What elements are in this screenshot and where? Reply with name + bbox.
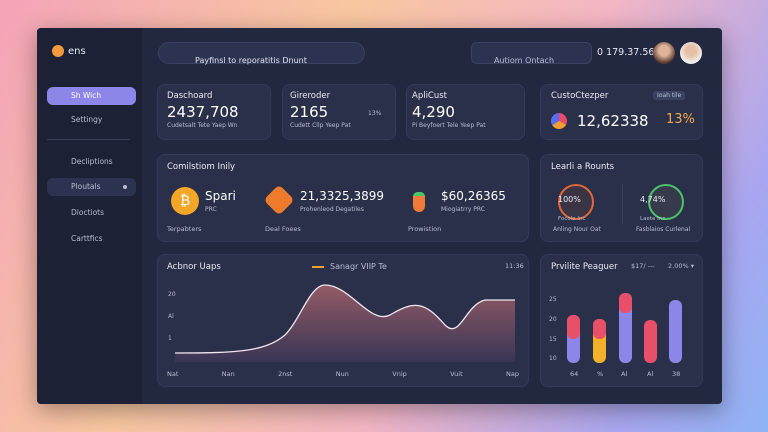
area [175, 285, 515, 362]
ring [558, 184, 594, 220]
y-tick: 25 [549, 296, 557, 303]
card-sub: Cudetsalt Tete Yaep Wn [167, 122, 238, 129]
carrot-icon [413, 192, 425, 212]
card-title: CustoCtezper [551, 91, 609, 101]
filter[interactable]: 2.00% ▾ [668, 262, 694, 270]
bar [644, 320, 657, 363]
learn-caption: Anling Nour Oat [553, 226, 601, 233]
item-name: Spari [205, 189, 236, 203]
panel-title: Comilstiom Inily [167, 162, 236, 172]
action-box[interactable]: Autiom Ontach [471, 42, 592, 65]
avatar[interactable] [680, 42, 702, 64]
panel-title: Acbnor Uaps [167, 262, 221, 272]
card [157, 84, 271, 140]
card-badge: Ioah tile [653, 91, 686, 100]
logo: ens [68, 46, 86, 57]
bar [593, 319, 606, 339]
x-axis: Nat Nan 2nst Nun Vnip Vuit Nap [167, 370, 519, 378]
avatar[interactable] [653, 42, 675, 64]
legend-swatch [312, 266, 324, 268]
dot [123, 185, 127, 189]
y-tick: 20 [549, 316, 557, 323]
nav-item[interactable]: Settingy [71, 115, 103, 124]
card-badge: 13% [368, 110, 382, 117]
nav-item[interactable]: Decliptions [71, 157, 113, 166]
time: 11:36 [505, 262, 524, 270]
x-tick: Vnip [392, 370, 407, 378]
ring [648, 184, 684, 220]
item-name: $60,26365 [441, 189, 506, 203]
learn-sub: Laete Inc [640, 216, 666, 222]
learn-caption: Fasblaios Curlenal [636, 226, 691, 233]
item-caption: Prowistion [408, 225, 442, 233]
divider [622, 184, 623, 224]
x-tick: Nap [506, 370, 519, 378]
time: 0 179.37.56 [597, 47, 655, 58]
card-title: Gireroder [290, 91, 331, 101]
commission-panel [157, 154, 529, 242]
y-tick: 20 [168, 291, 176, 298]
y-tick: 10 [549, 355, 557, 362]
card-title: ApliCust [412, 91, 448, 101]
x-tick: Al [647, 370, 654, 378]
search-box[interactable]: Payfinsl to reporatitis Dnunt [158, 42, 365, 65]
panel-title: Prvilite Peaguer [551, 262, 618, 272]
learn-sub: Focole Inc [558, 216, 586, 222]
item-sub: PRC [205, 206, 217, 213]
x-tick: Nan [221, 370, 235, 378]
legend-label: Sanagr VIIP Te [330, 262, 387, 271]
nav-item[interactable]: Carttfics [71, 234, 103, 243]
y-tick: 15 [549, 336, 557, 343]
card-value: 4,290 [412, 103, 455, 121]
x-tick: Nat [167, 370, 179, 378]
item-sub: Miogiatrry PRC [441, 206, 485, 213]
x-tick: Al [621, 370, 628, 378]
area-chart [175, 284, 515, 362]
learn-value: 4,74% [640, 195, 666, 204]
card-icon [551, 113, 567, 129]
bitcoin-icon: ₿ [171, 187, 199, 215]
nav-item[interactable]: Ploutals [47, 178, 136, 196]
x-tick: 64 [570, 370, 579, 378]
logo-icon [52, 45, 64, 57]
x-tick: 38 [672, 370, 681, 378]
card [282, 84, 396, 140]
learn-value: 100% [558, 195, 581, 204]
card [406, 84, 525, 140]
card-value: 2165 [290, 103, 329, 121]
nav-item[interactable]: Dioctiots [71, 208, 105, 217]
line [175, 284, 515, 354]
bar [619, 293, 632, 313]
card-sub: Pi Beyfoert Tele Yeep Pat [412, 122, 486, 129]
y-tick: Al [168, 313, 174, 320]
card-change: 13% [666, 112, 695, 127]
card-value: 2437,708 [167, 103, 239, 121]
bar-chart [567, 293, 682, 363]
nav-item[interactable]: Sh Wich [47, 87, 136, 105]
x-tick: % [597, 370, 604, 378]
filter[interactable]: $17/ --- [631, 262, 655, 270]
y-tick: 1 [168, 335, 172, 342]
item-caption: Deal Foees [265, 225, 301, 233]
bar [567, 315, 580, 339]
x-tick: 2nst [278, 370, 293, 378]
action-text: Autiom Ontach [494, 56, 555, 65]
card-sub: Cudett Cllp Yeep Pat [290, 122, 351, 129]
x-tick: Vuit [450, 370, 463, 378]
card-title: Daschoard [167, 91, 213, 101]
x-tick: Nun [335, 370, 349, 378]
panel-title: Learli a Rounts [551, 162, 615, 172]
divider [47, 139, 130, 140]
search-text: Payfinsl to reporatitis Dnunt [195, 56, 307, 65]
item-caption: Terpabters [167, 225, 202, 233]
bar [669, 300, 682, 363]
item-sub: Prohenleod Degatiles [300, 206, 364, 213]
card-value: 12,62338 [577, 112, 649, 130]
item-name: 21,3325,3899 [300, 189, 384, 203]
